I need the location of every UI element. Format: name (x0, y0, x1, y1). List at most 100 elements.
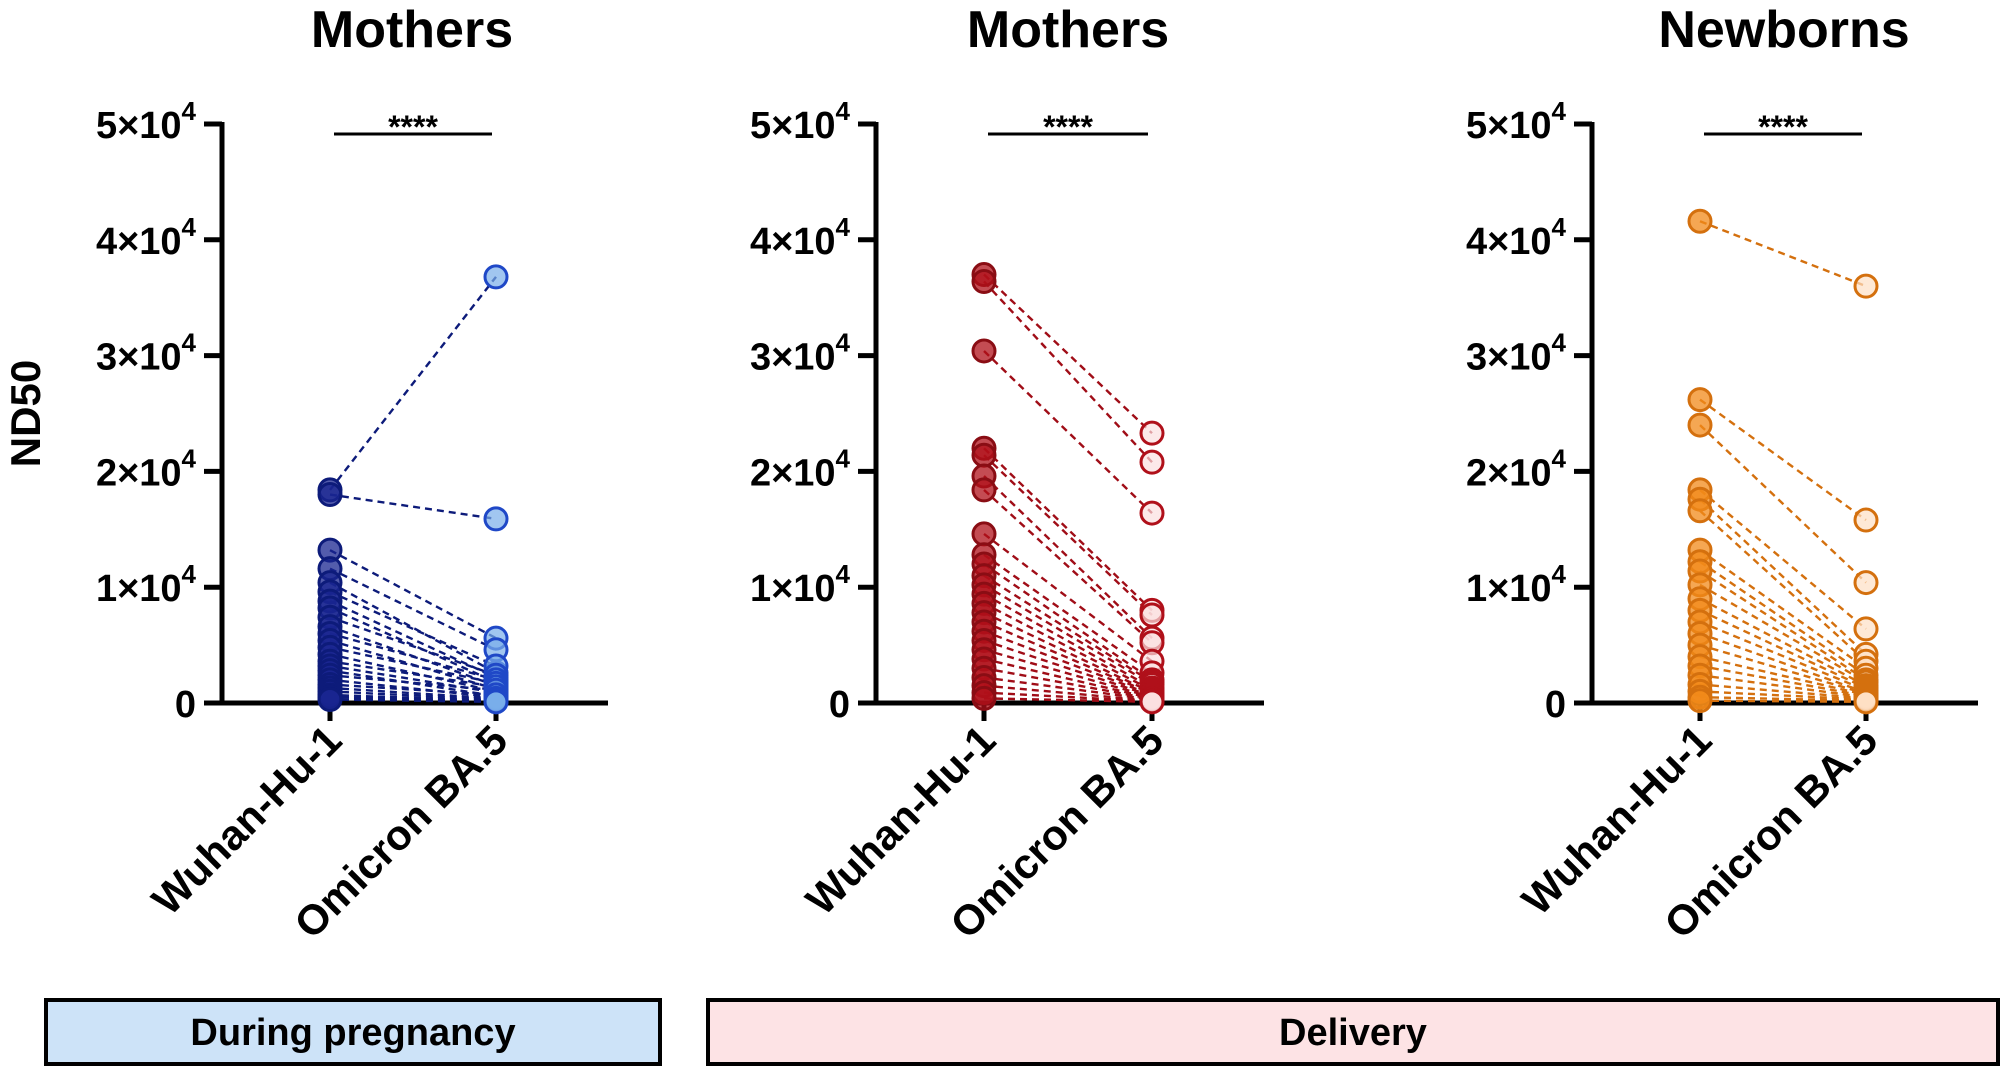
pair-line (983, 593, 1153, 689)
y-tick-label: 4×104 (1466, 212, 1567, 263)
pair-line (983, 583, 1153, 686)
group-band-2: Delivery (706, 998, 2000, 1066)
pair-line (1699, 690, 1867, 701)
point-omicron (483, 264, 509, 290)
y-tick-label: 2×104 (96, 443, 197, 494)
pair-line (1699, 609, 1867, 690)
point-omicron (1139, 689, 1165, 715)
pair-line (1699, 643, 1867, 695)
y-tick-label: 1×104 (1466, 559, 1567, 610)
pair-line (1699, 632, 1867, 694)
y-tick-label: 4×104 (96, 212, 197, 263)
pair-line (329, 646, 497, 685)
panel-title: Newborns (1658, 1, 1909, 59)
y-tick-label: 5×104 (96, 96, 197, 147)
y-tick-label: 0 (1545, 684, 1566, 726)
pair-line (1699, 664, 1867, 698)
pair-line (329, 664, 497, 694)
significance-label: **** (1043, 109, 1093, 145)
group-band-1: During pregnancy (44, 998, 662, 1066)
pair-line (329, 686, 497, 700)
y-tick-label: 0 (175, 684, 196, 726)
pair-line (983, 454, 1153, 616)
pair-line (983, 350, 1153, 514)
y-tick-label: 5×104 (1466, 96, 1567, 147)
pair-line (983, 676, 1153, 701)
panel-title: Mothers (967, 1, 1169, 59)
point-wuhan (317, 687, 343, 713)
y-tick-label: 3×104 (750, 328, 851, 379)
point-omicron (1853, 273, 1879, 299)
pair-line (329, 683, 497, 697)
pair-line (983, 639, 1153, 698)
pair-line (329, 669, 497, 698)
point-omicron (1853, 570, 1879, 596)
pair-line (1699, 509, 1867, 663)
pair-line (983, 684, 1153, 702)
pair-line (983, 602, 1153, 692)
y-tick-label: 3×104 (1466, 328, 1567, 379)
pair-line (1699, 699, 1867, 704)
y-tick-label: 2×104 (750, 443, 851, 494)
pair-line (983, 280, 1153, 463)
pair-line (329, 581, 497, 674)
panel-title: Mothers (311, 1, 513, 59)
pair-line (329, 660, 497, 688)
point-wuhan (1687, 412, 1713, 438)
pair-line (983, 620, 1153, 695)
point-wuhan (1687, 498, 1713, 524)
group-band-box (44, 998, 662, 1066)
pair-line (983, 574, 1153, 684)
y-tick-label: 1×104 (750, 559, 851, 610)
pair-line (983, 447, 1153, 612)
pair-line (329, 493, 497, 521)
point-wuhan (971, 477, 997, 503)
pair-line (983, 563, 1153, 681)
significance-label: **** (1758, 109, 1808, 145)
pair-line (983, 273, 1153, 435)
significance-label: **** (388, 109, 438, 145)
y-tick-label: 2×104 (1466, 443, 1567, 494)
pair-line (1699, 620, 1867, 692)
pair-line (983, 630, 1153, 697)
pair-line (983, 657, 1153, 700)
point-wuhan (971, 521, 997, 547)
point-omicron (1139, 449, 1165, 475)
pair-line (329, 678, 497, 699)
point-wuhan (1687, 688, 1713, 714)
point-wuhan (971, 338, 997, 364)
pair-line (329, 674, 497, 692)
pair-line (329, 276, 497, 491)
pair-line (329, 653, 497, 693)
point-wuhan (1687, 387, 1713, 413)
panel-1: Mothers 0 1×104 2×104 3×104 4×104 5×104 ND50 ***… (2, 1, 608, 947)
group-band-box (706, 998, 2000, 1066)
pair-line (1699, 489, 1867, 630)
pair-line (329, 567, 497, 651)
pair-line (1699, 597, 1867, 687)
point-wuhan (971, 268, 997, 294)
pair-line (983, 475, 1153, 640)
point-wuhan (971, 442, 997, 468)
y-axis-label: ND50 (2, 360, 49, 467)
pair-line (1699, 683, 1867, 700)
y-tick-label: 0 (829, 684, 850, 726)
point-omicron (483, 506, 509, 532)
pair-line (1699, 424, 1867, 584)
point-omicron (483, 689, 509, 715)
point-omicron (1139, 500, 1165, 526)
pair-line (1699, 398, 1867, 522)
pair-line (329, 690, 497, 701)
point-wuhan (971, 685, 997, 711)
pair-line (329, 590, 497, 668)
y-tick-label: 3×104 (96, 328, 197, 379)
pair-line (983, 489, 1153, 644)
pair-line (1699, 583, 1867, 684)
pair-line (1699, 549, 1867, 670)
point-wuhan (1687, 208, 1713, 234)
pair-line (329, 616, 497, 677)
point-omicron (1139, 420, 1165, 446)
group-band-label: During pregnancy (190, 1012, 515, 1054)
